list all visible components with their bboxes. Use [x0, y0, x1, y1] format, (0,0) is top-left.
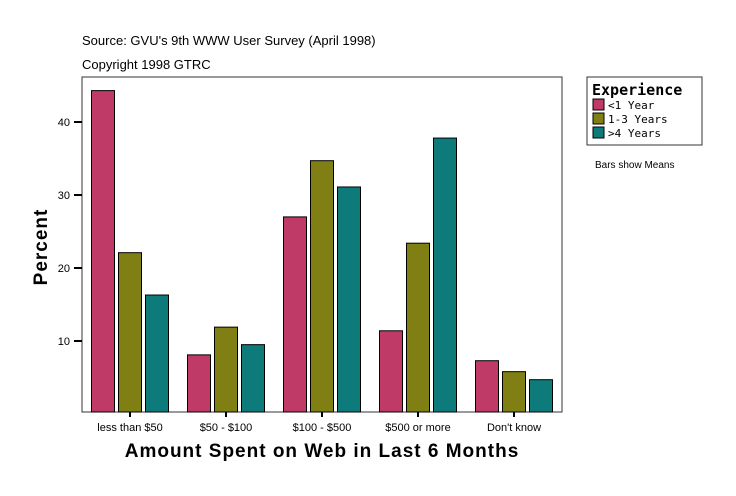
bar — [118, 252, 142, 413]
x-tick-label: $50 - $100 — [200, 422, 253, 434]
bar — [337, 186, 361, 413]
source-note: Source: GVU's 9th WWW User Survey (April… — [82, 33, 376, 48]
legend-title: Experience — [592, 81, 682, 99]
footnote: Bars show Means — [595, 160, 674, 171]
y-axis-label: Percent — [31, 209, 52, 286]
bar — [433, 137, 457, 413]
bar — [214, 326, 238, 413]
legend-box — [586, 76, 703, 146]
bar — [241, 344, 265, 413]
legend-label: <1 Year — [608, 99, 655, 112]
legend-swatch — [592, 112, 605, 125]
y-tick-label: 40 — [58, 117, 70, 129]
bar — [91, 90, 115, 413]
x-tick-label: $500 or more — [385, 422, 450, 434]
x-tick-label: less than $50 — [97, 422, 162, 434]
bar — [475, 360, 499, 413]
x-tick-label: Don't know — [487, 422, 541, 434]
legend-label: >4 Years — [608, 127, 661, 140]
bar — [145, 294, 169, 413]
bar — [502, 371, 526, 413]
legend-swatch — [592, 98, 605, 111]
x-axis-label: Amount Spent on Web in Last 6 Months — [125, 441, 520, 462]
x-tick-label: $100 - $500 — [293, 422, 352, 434]
bar — [187, 354, 211, 413]
bar — [310, 160, 334, 413]
y-tick-label: 30 — [58, 190, 70, 202]
bar — [283, 216, 307, 413]
y-tick-label: 20 — [58, 263, 70, 275]
bar — [379, 330, 403, 413]
legend-swatch — [592, 126, 605, 139]
copyright-note: Copyright 1998 GTRC — [82, 57, 211, 72]
bar — [529, 379, 553, 413]
y-tick-label: 10 — [58, 336, 70, 348]
bar — [406, 242, 430, 413]
legend-label: 1-3 Years — [608, 113, 668, 126]
